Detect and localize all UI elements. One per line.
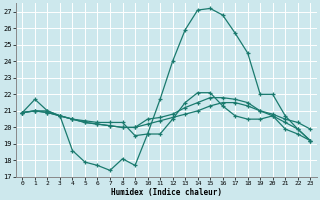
X-axis label: Humidex (Indice chaleur): Humidex (Indice chaleur) (111, 188, 222, 197)
